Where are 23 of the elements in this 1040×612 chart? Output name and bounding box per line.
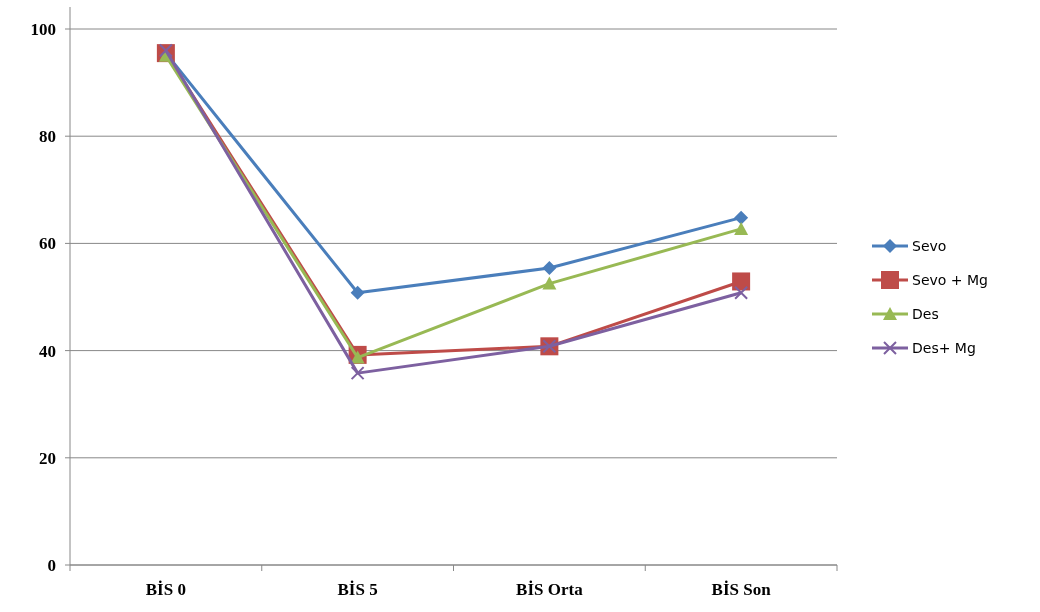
legend-label: Sevo + Mg	[912, 271, 988, 288]
legend-label: Des+ Mg	[912, 339, 976, 356]
y-tick-label: 80	[39, 127, 56, 147]
point	[734, 221, 749, 235]
point	[350, 350, 365, 364]
y-tick-label: 100	[30, 19, 56, 39]
point	[542, 261, 557, 276]
point	[542, 276, 557, 290]
y-tick-label: 60	[39, 234, 56, 254]
x-tick-label: BİS 5	[337, 580, 378, 599]
y-tick-label: 0	[47, 555, 56, 575]
point	[350, 366, 365, 381]
x-tick-label: BİS Son	[711, 580, 772, 599]
legend-label: Sevo	[912, 237, 947, 254]
y-tick-label: 20	[39, 448, 56, 468]
point	[734, 210, 749, 225]
point	[732, 272, 751, 291]
point	[734, 285, 749, 300]
legend-label: Des	[912, 305, 939, 322]
y-tick-label: 40	[39, 341, 56, 361]
x-tick-label: BİS 0	[145, 580, 186, 599]
point	[350, 285, 365, 300]
x-tick-label: BİS Orta	[516, 580, 584, 599]
